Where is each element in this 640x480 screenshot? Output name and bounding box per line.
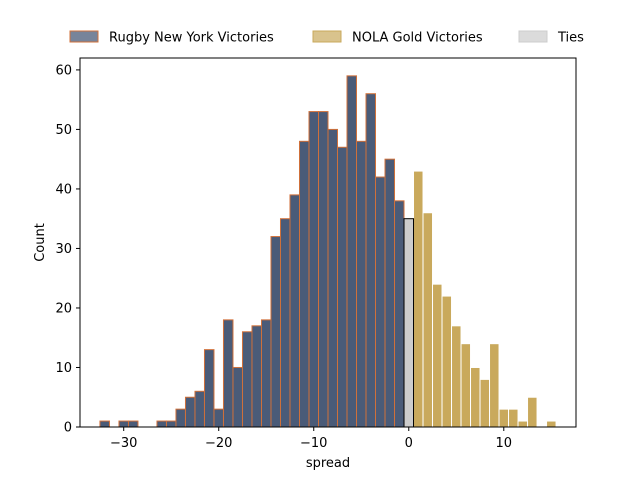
y-tick-label: 20 — [55, 301, 72, 316]
y-tick-label: 10 — [55, 361, 72, 376]
bar-rugby--6 — [346, 75, 358, 428]
x-tick-label: 10 — [496, 436, 513, 451]
bar-ties-0 — [403, 218, 415, 428]
bars-group — [99, 75, 557, 428]
legend: Rugby New York Victories NOLA Gold Victor… — [69, 30, 584, 46]
bar-rugby--25 — [165, 420, 177, 428]
y-tick-label: 60 — [55, 63, 72, 78]
bar-rugby--2 — [384, 158, 396, 428]
bar-nola-2 — [422, 212, 434, 428]
bar-rugby--32 — [99, 420, 110, 428]
bar-rugby--30 — [118, 420, 129, 428]
bar-rugby--18 — [232, 366, 243, 428]
bar-rugby--15 — [260, 319, 272, 428]
bar-rugby--17 — [241, 331, 253, 428]
x-axis: −30 −20 −10 0 10 — [110, 427, 512, 451]
bar-rugby--29 — [127, 420, 139, 428]
bar-rugby--9 — [317, 111, 329, 428]
x-axis-label: spread — [306, 456, 350, 471]
bar-nola-9 — [489, 343, 500, 428]
bar-nola-11 — [508, 408, 519, 428]
x-tick-label: 0 — [405, 436, 413, 451]
bar-rugby--26 — [156, 420, 167, 428]
y-tick-label: 40 — [55, 182, 72, 197]
bar-rugby--1 — [394, 200, 405, 428]
bar-nola-8 — [479, 378, 491, 428]
legend-swatch-nola — [312, 30, 342, 43]
bar-rugby--11 — [298, 140, 310, 428]
bar-rugby--4 — [365, 93, 377, 428]
bar-rugby--16 — [251, 325, 262, 428]
x-tick-label: −20 — [205, 436, 232, 451]
y-axis: 0 10 20 30 40 50 60 — [55, 63, 80, 436]
bar-rugby--8 — [327, 128, 339, 428]
y-tick-label: 50 — [55, 123, 72, 138]
bar-nola-15 — [546, 420, 557, 428]
bar-rugby--14 — [270, 236, 281, 428]
bar-rugby--21 — [203, 349, 215, 428]
x-tick-label: −10 — [300, 436, 327, 451]
bar-nola-7 — [470, 366, 481, 428]
legend-label-rugby: Rugby New York Victories — [109, 31, 274, 46]
bar-rugby--13 — [279, 218, 291, 428]
bar-rugby--20 — [213, 408, 224, 428]
bar-nola-10 — [498, 408, 510, 428]
bar-rugby--24 — [175, 408, 186, 428]
legend-swatch-ties — [518, 30, 548, 43]
bar-nola-13 — [527, 396, 538, 428]
bar-nola-4 — [441, 295, 453, 428]
bar-rugby--7 — [337, 146, 348, 428]
y-tick-label: 0 — [64, 421, 72, 436]
bar-nola-1 — [413, 170, 424, 428]
plot-frame — [79, 57, 577, 428]
y-tick-label: 30 — [55, 242, 72, 257]
legend-label-nola: NOLA Gold Victories — [352, 31, 483, 46]
bar-nola-6 — [460, 343, 472, 428]
bar-rugby--22 — [194, 390, 205, 428]
bar-rugby--3 — [375, 176, 386, 428]
bar-nola-12 — [517, 420, 529, 428]
bar-rugby--19 — [222, 319, 234, 428]
x-tick-label: −30 — [110, 436, 137, 451]
bar-rugby--23 — [184, 396, 196, 428]
bar-rugby--12 — [289, 194, 300, 428]
bar-rugby--10 — [308, 111, 319, 428]
legend-label-ties: Ties — [557, 31, 584, 46]
bar-nola-5 — [451, 325, 462, 428]
bar-rugby--5 — [356, 140, 367, 428]
y-axis-label: Count — [33, 223, 48, 262]
bar-nola-3 — [432, 283, 443, 428]
legend-swatch-rugby — [69, 30, 99, 43]
